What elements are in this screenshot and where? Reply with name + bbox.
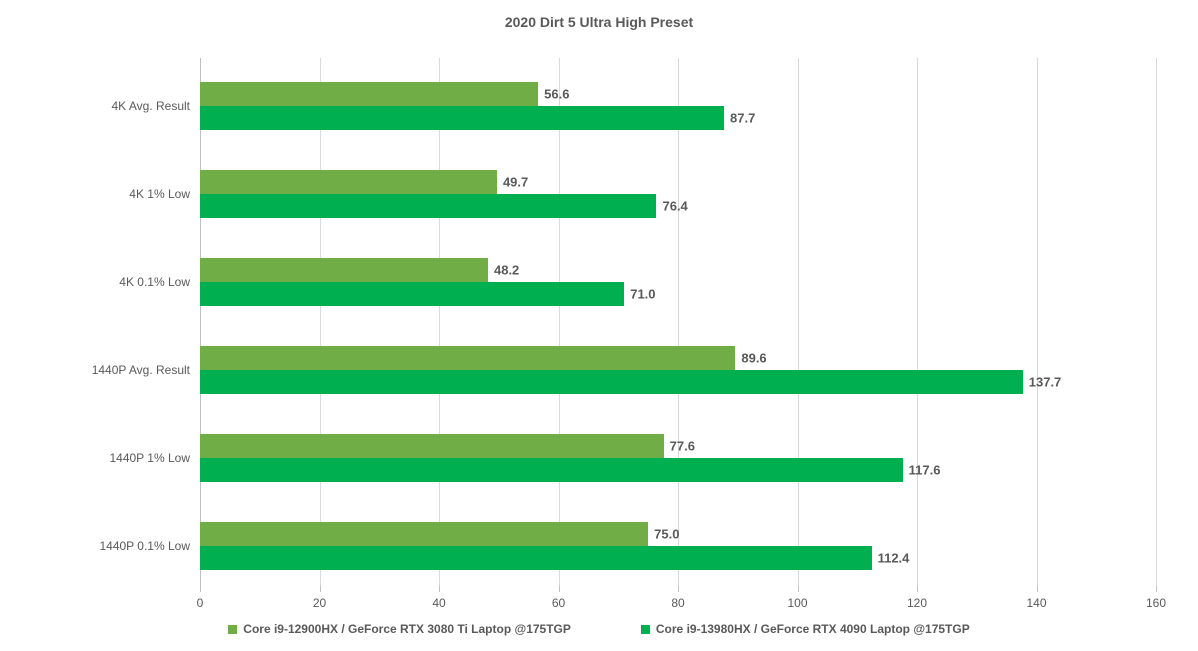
x-tick-mark [320, 586, 321, 592]
x-tick-label: 140 [1026, 596, 1046, 610]
x-tick-mark [559, 586, 560, 592]
x-tick-mark [1156, 586, 1157, 592]
x-tick-mark [798, 586, 799, 592]
bar: 137.7 [200, 370, 1023, 394]
bar: 117.6 [200, 458, 903, 482]
grid-line [439, 58, 440, 586]
legend-swatch [228, 625, 237, 634]
bar: 77.6 [200, 434, 664, 458]
bar-value-label: 49.7 [497, 175, 528, 190]
bar: 48.2 [200, 258, 488, 282]
x-tick-label: 0 [197, 596, 204, 610]
category-label: 1440P 0.1% Low [99, 539, 190, 553]
bar: 75.0 [200, 522, 648, 546]
plot-area: 02040608010012014016056.687.749.776.448.… [200, 58, 1156, 586]
bar-value-label: 48.2 [488, 263, 519, 278]
chart-title: 2020 Dirt 5 Ultra High Preset [0, 14, 1198, 30]
x-tick-label: 80 [671, 596, 684, 610]
x-tick-mark [678, 586, 679, 592]
x-tick-label: 120 [907, 596, 927, 610]
legend-label: Core i9-13980HX / GeForce RTX 4090 Lapto… [656, 622, 970, 636]
bar: 49.7 [200, 170, 497, 194]
grid-line [798, 58, 799, 586]
grid-line [559, 58, 560, 586]
category-label: 1440P 1% Low [109, 451, 190, 465]
bar-value-label: 117.6 [903, 463, 941, 478]
bar-value-label: 76.4 [656, 199, 687, 214]
x-tick-label: 160 [1146, 596, 1166, 610]
legend-item: Core i9-13980HX / GeForce RTX 4090 Lapto… [641, 622, 970, 636]
bar-value-label: 71.0 [624, 287, 655, 302]
grid-line [1037, 58, 1038, 586]
bar-value-label: 56.6 [538, 87, 569, 102]
x-tick-mark [439, 586, 440, 592]
bar: 56.6 [200, 82, 538, 106]
legend-item: Core i9-12900HX / GeForce RTX 3080 Ti La… [228, 622, 571, 636]
bar: 89.6 [200, 346, 735, 370]
grid-line [917, 58, 918, 586]
bar-value-label: 89.6 [735, 351, 766, 366]
category-label: 1440P Avg. Result [92, 363, 190, 377]
x-tick-mark [1037, 586, 1038, 592]
x-tick-label: 40 [432, 596, 445, 610]
bar: 71.0 [200, 282, 624, 306]
x-tick-mark [917, 586, 918, 592]
grid-line [1156, 58, 1157, 586]
category-label: 4K 0.1% Low [119, 275, 190, 289]
x-tick-label: 20 [313, 596, 326, 610]
x-tick-label: 100 [787, 596, 807, 610]
legend-label: Core i9-12900HX / GeForce RTX 3080 Ti La… [243, 622, 571, 636]
grid-line [678, 58, 679, 586]
x-tick-mark [200, 586, 201, 592]
bar-value-label: 112.4 [872, 551, 910, 566]
legend: Core i9-12900HX / GeForce RTX 3080 Ti La… [0, 622, 1198, 636]
x-tick-label: 60 [552, 596, 565, 610]
bar-value-label: 87.7 [724, 111, 755, 126]
chart-container: 2020 Dirt 5 Ultra High Preset 0 20 40 60 80 1… [0, 0, 1198, 651]
bar-value-label: 77.6 [664, 439, 695, 454]
bar: 87.7 [200, 106, 724, 130]
legend-swatch [641, 625, 650, 634]
grid-line [320, 58, 321, 586]
bar-value-label: 75.0 [648, 527, 679, 542]
bar: 112.4 [200, 546, 872, 570]
bar-value-label: 137.7 [1023, 375, 1062, 390]
bar: 76.4 [200, 194, 656, 218]
y-axis-line [200, 58, 201, 586]
category-label: 4K Avg. Result [112, 99, 191, 113]
category-label: 4K 1% Low [129, 187, 190, 201]
